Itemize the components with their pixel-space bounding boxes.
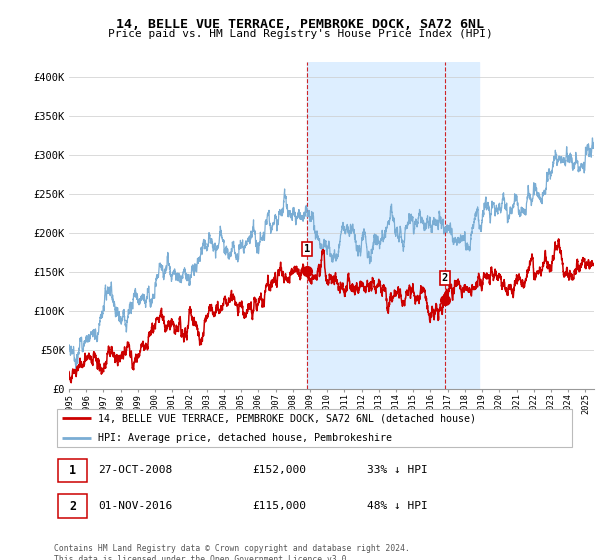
Text: 33% ↓ HPI: 33% ↓ HPI [367, 465, 428, 475]
Text: 2: 2 [442, 273, 448, 283]
Text: 14, BELLE VUE TERRACE, PEMBROKE DOCK, SA72 6NL: 14, BELLE VUE TERRACE, PEMBROKE DOCK, SA… [116, 18, 484, 31]
Text: £115,000: £115,000 [253, 501, 307, 511]
Bar [445, 62, 479, 389]
FancyBboxPatch shape [58, 494, 87, 518]
Text: HPI: Average price, detached house, Pembrokeshire: HPI: Average price, detached house, Pemb… [98, 433, 392, 443]
Text: Price paid vs. HM Land Registry's House Price Index (HPI): Price paid vs. HM Land Registry's House … [107, 29, 493, 39]
FancyBboxPatch shape [56, 409, 572, 447]
Text: £152,000: £152,000 [253, 465, 307, 475]
Text: 2: 2 [69, 500, 76, 512]
Bar [307, 62, 445, 389]
Text: 14, BELLE VUE TERRACE, PEMBROKE DOCK, SA72 6NL (detached house): 14, BELLE VUE TERRACE, PEMBROKE DOCK, SA… [98, 413, 476, 423]
Text: 1: 1 [304, 244, 310, 254]
FancyBboxPatch shape [58, 459, 87, 482]
Text: 1: 1 [69, 464, 76, 477]
Text: Contains HM Land Registry data © Crown copyright and database right 2024.
This d: Contains HM Land Registry data © Crown c… [54, 544, 410, 560]
Text: 48% ↓ HPI: 48% ↓ HPI [367, 501, 428, 511]
Text: 01-NOV-2016: 01-NOV-2016 [98, 501, 173, 511]
Text: 27-OCT-2008: 27-OCT-2008 [98, 465, 173, 475]
